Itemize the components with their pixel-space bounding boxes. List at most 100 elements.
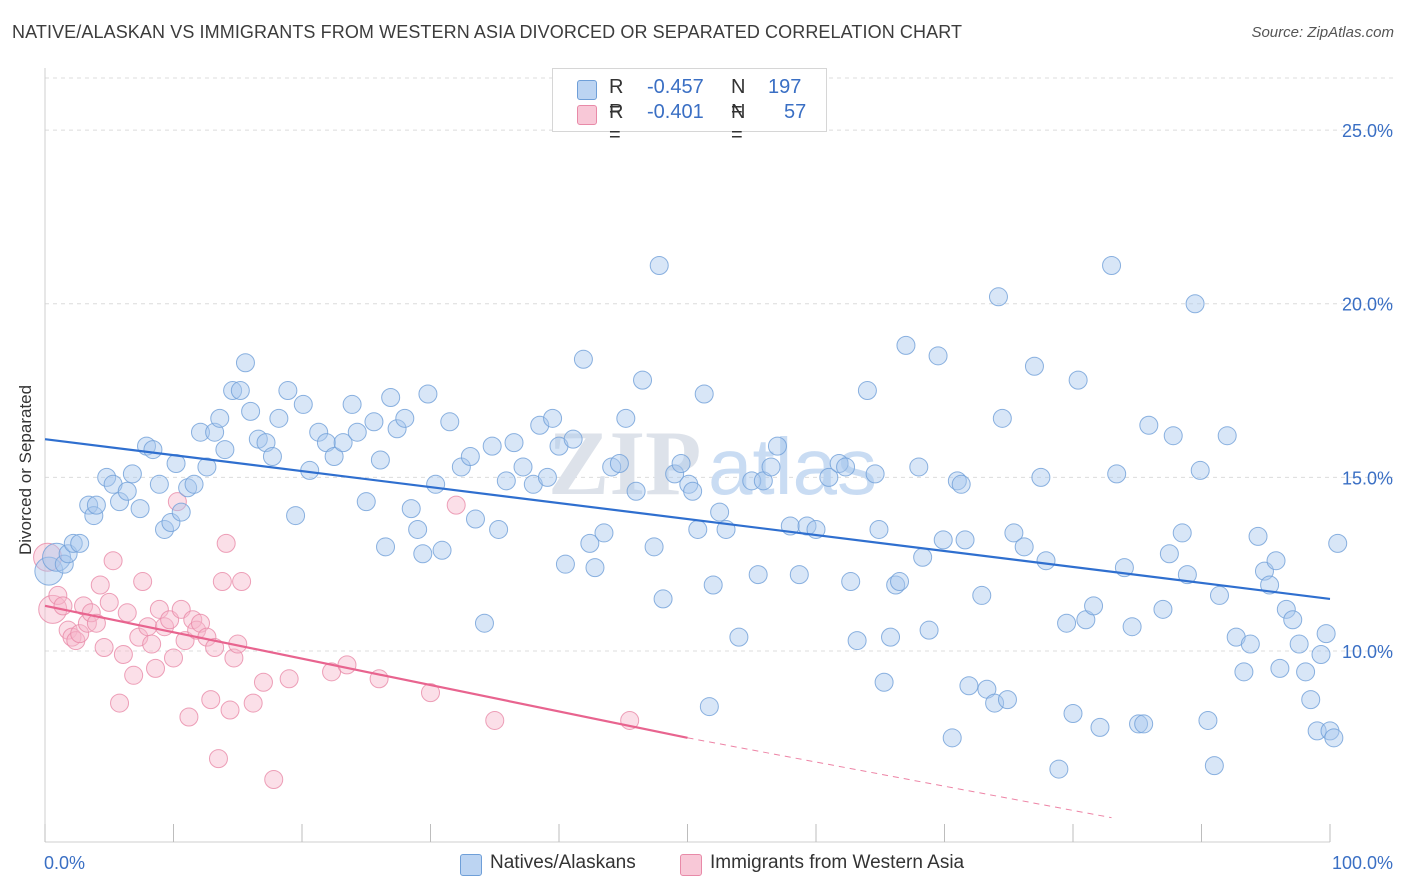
data-point-natives: [1004, 523, 1024, 543]
data-point-natives: [563, 429, 583, 449]
data-point-natives: [376, 537, 396, 557]
data-point-natives: [881, 627, 901, 647]
data-point-natives: [951, 474, 971, 494]
data-point-natives: [1266, 551, 1286, 571]
data-point-natives: [955, 530, 975, 550]
data-point-natives: [1084, 596, 1104, 616]
y-tick-label: 10.0%: [1342, 642, 1393, 662]
tick-labels: 10.0% 15.0% 20.0% 25.0% 0.0% 100.0%: [44, 121, 1393, 873]
data-point-immigrants: [264, 769, 284, 789]
data-point-natives: [63, 533, 83, 553]
data-point-natives: [210, 408, 230, 428]
data-point-natives: [537, 467, 557, 487]
data-point-natives: [1190, 460, 1210, 480]
data-point-natives: [122, 464, 142, 484]
data-point-immigrants: [216, 533, 236, 553]
data-point-natives: [309, 422, 329, 442]
data-point-natives: [1159, 544, 1179, 564]
trend-line-immigrants-extension: [687, 737, 1112, 819]
data-point-natives: [1063, 704, 1083, 724]
data-point-immigrants: [90, 575, 110, 595]
data-point-immigrants: [485, 710, 505, 730]
data-point-natives: [909, 457, 929, 477]
data-point-natives: [387, 419, 407, 439]
data-point-natives: [580, 533, 600, 553]
data-point-natives: [555, 554, 575, 574]
data-point-natives: [79, 495, 99, 515]
data-point-natives: [985, 693, 1005, 713]
data-point-immigrants: [142, 634, 162, 654]
data-point-natives: [836, 457, 856, 477]
data-point-immigrants: [86, 613, 106, 633]
data-point-immigrants: [243, 693, 263, 713]
data-point-natives: [1129, 714, 1149, 734]
data-point-immigrants: [279, 669, 299, 689]
data-point-natives: [401, 499, 421, 519]
data-point-immigrants: [201, 690, 221, 710]
series-immigrants-western-asia: [33, 492, 640, 789]
data-point-natives: [496, 471, 516, 491]
y-axis-label: Divorced or Separated: [16, 384, 35, 555]
legend-r-value: -0.401: [647, 101, 704, 123]
data-point-immigrants: [146, 658, 166, 678]
data-point-natives: [992, 408, 1012, 428]
data-point-natives: [70, 533, 90, 553]
data-point-natives: [161, 513, 181, 533]
data-point-natives: [543, 408, 563, 428]
data-point-natives: [1301, 690, 1321, 710]
data-point-natives: [440, 412, 460, 432]
data-point-natives: [933, 530, 953, 550]
data-point-natives: [223, 381, 243, 401]
legend-label-natives: Natives/Alaskans: [490, 852, 636, 873]
legend-swatch-pink: [577, 105, 597, 125]
data-point-natives: [1209, 585, 1229, 605]
data-point-natives: [215, 440, 235, 460]
data-point-natives: [699, 697, 719, 717]
data-point-immigrants: [232, 572, 252, 592]
data-point-natives: [117, 481, 137, 501]
y-tick-label: 15.0%: [1342, 468, 1393, 488]
data-point-natives: [34, 556, 64, 586]
data-point-natives: [688, 519, 708, 539]
legend-r-label: R =: [609, 101, 624, 146]
data-point-natives: [1134, 714, 1154, 734]
data-point-immigrants: [99, 592, 119, 612]
data-point-natives: [381, 387, 401, 407]
data-point-natives: [841, 572, 861, 592]
stats-legend: R = -0.457 N = 197 R = -0.401 N = 57: [552, 68, 827, 146]
data-point-immigrants: [212, 572, 232, 592]
data-point-natives: [1260, 575, 1280, 595]
data-point-natives: [626, 481, 646, 501]
data-point-immigrants: [103, 551, 123, 571]
data-point-natives: [342, 394, 362, 414]
data-point-immigrants: [337, 655, 357, 675]
data-point-natives: [190, 422, 210, 442]
data-point-natives: [364, 412, 384, 432]
watermark-zip: ZIP: [548, 412, 701, 514]
data-point-natives: [1172, 523, 1192, 543]
data-point-immigrants: [167, 492, 187, 512]
data-point-natives: [1024, 356, 1044, 376]
data-point-natives: [594, 523, 614, 543]
data-point-natives: [474, 613, 494, 633]
axis-layer: [44, 68, 1331, 843]
data-point-natives: [465, 509, 485, 529]
y-tick-label: 20.0%: [1342, 295, 1393, 315]
data-point-natives: [1057, 613, 1077, 633]
data-point-natives: [513, 457, 533, 477]
data-point-natives: [913, 547, 933, 567]
data-point-natives: [356, 492, 376, 512]
data-point-natives: [1289, 634, 1309, 654]
data-point-natives: [1316, 624, 1336, 644]
chart-title: NATIVE/ALASKAN VS IMMIGRANTS FROM WESTER…: [12, 22, 963, 42]
data-point-natives: [874, 672, 894, 692]
x-tick-label: 0.0%: [44, 853, 85, 873]
data-point-immigrants: [149, 599, 169, 619]
data-point-natives: [942, 728, 962, 748]
data-point-immigrants: [190, 613, 210, 633]
data-point-immigrants: [113, 644, 133, 664]
data-point-natives: [819, 467, 839, 487]
data-point-natives: [1122, 617, 1142, 637]
data-point-natives: [1204, 756, 1224, 776]
data-point-natives: [761, 457, 781, 477]
